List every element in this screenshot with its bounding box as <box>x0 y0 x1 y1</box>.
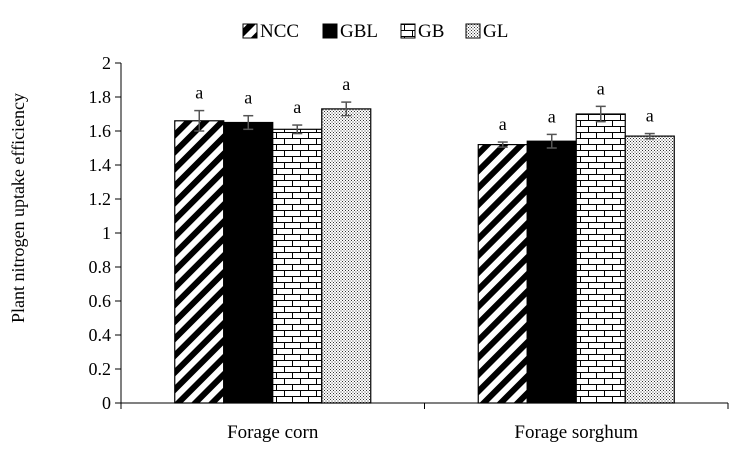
x-axis: Forage corn Forage sorghum <box>120 402 729 443</box>
bar-gl-1 <box>321 108 372 404</box>
legend-swatch-gbl <box>322 23 338 39</box>
significance-label: a <box>195 83 203 103</box>
y-tick-label: 2 <box>102 53 111 73</box>
legend-swatch-gb <box>400 23 416 39</box>
bar-ncc-2 <box>477 144 528 404</box>
bar-gb-1 <box>272 128 323 404</box>
y-tick-label: 1.8 <box>89 87 112 107</box>
bar-gb-2 <box>575 113 626 404</box>
y-tick-label: 0 <box>102 393 111 413</box>
significance-label: a <box>342 74 350 94</box>
y-tick-label: 0.8 <box>89 257 112 277</box>
y-tick-label: 1 <box>102 223 111 243</box>
legend-swatch-gl <box>465 23 481 39</box>
y-tick-label: 0.4 <box>89 325 112 345</box>
significance-label: a <box>548 106 556 126</box>
y-tick-label: 0.6 <box>89 291 112 311</box>
legend: NCC GBL GB GL <box>242 21 508 42</box>
y-tick-label: 1.6 <box>89 121 112 141</box>
bar-ncc-1 <box>174 120 225 404</box>
bar-gl-2 <box>624 135 675 404</box>
y-tick-label: 0.2 <box>89 359 112 379</box>
bar-gbl-2 <box>526 140 577 404</box>
legend-label-gb: GB <box>418 21 444 42</box>
significance-label: a <box>244 88 252 108</box>
significance-label: a <box>597 78 605 98</box>
bar-group: a a a a a a a a <box>174 74 675 404</box>
legend-swatch-ncc <box>242 23 258 39</box>
y-axis: 0 0.2 0.4 0.6 0.8 1 1.2 1.4 1.6 1.8 2 <box>89 53 122 413</box>
x-category-label: Forage sorghum <box>514 422 638 443</box>
legend-label-gbl: GBL <box>340 21 378 42</box>
bar-gbl-1 <box>223 121 274 404</box>
significance-label: a <box>293 97 301 117</box>
y-axis-label: Plant nitrogen uptake efficiency <box>8 93 28 323</box>
y-tick-label: 1.4 <box>89 155 112 175</box>
y-tick-label: 1.2 <box>89 189 112 209</box>
legend-label-ncc: NCC <box>260 21 299 42</box>
significance-label: a <box>646 106 654 126</box>
significance-label: a <box>499 114 507 134</box>
x-category-label: Forage corn <box>227 422 319 443</box>
legend-label-gl: GL <box>483 21 508 42</box>
